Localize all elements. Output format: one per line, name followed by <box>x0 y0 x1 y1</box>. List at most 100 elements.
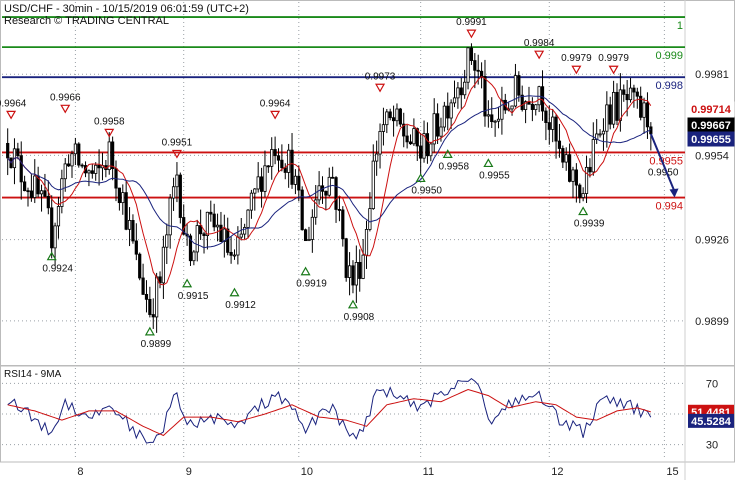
candle-body <box>165 234 169 248</box>
x-day-label: 12 <box>551 466 563 478</box>
candle-body <box>111 141 115 170</box>
candle-body <box>324 190 328 196</box>
candle-body <box>439 126 443 137</box>
candle-body <box>87 170 91 174</box>
candle-body <box>598 133 602 136</box>
candle-body <box>632 87 636 93</box>
chart-title: USD/CHF - 30min - 10/15/2019 06:01:59 (U… <box>4 3 249 15</box>
candle-body <box>283 167 287 173</box>
swing-low-marker <box>415 173 426 183</box>
forecast-arrow-line <box>649 133 676 192</box>
x-day-label: 10 <box>301 466 313 478</box>
candle-body <box>479 70 484 77</box>
swing-high-label: 0.9966 <box>50 92 81 103</box>
candle-body <box>124 192 128 230</box>
candle-body <box>16 148 20 157</box>
candle-body <box>513 75 518 107</box>
price-badge <box>687 131 735 147</box>
candle-body <box>43 190 47 197</box>
candle-body <box>466 47 470 83</box>
candle-body <box>131 220 135 242</box>
rsi-badge <box>688 413 734 428</box>
candle-body <box>29 190 33 198</box>
candle-body <box>46 195 50 209</box>
candle-body <box>192 251 196 262</box>
candle-body <box>80 164 84 167</box>
candle-body <box>161 246 166 284</box>
candle-body <box>229 251 233 256</box>
candle-body <box>314 199 318 218</box>
candle-body <box>232 254 237 257</box>
candle-body <box>493 120 497 123</box>
candle-body <box>209 211 213 215</box>
candle-body <box>19 155 23 183</box>
candle-body <box>39 190 44 195</box>
swing-low-marker <box>182 278 193 288</box>
candle-body <box>331 176 335 179</box>
candle-body <box>517 75 521 96</box>
swing-high-label: 0.9958 <box>94 116 125 127</box>
candle-body <box>456 87 460 99</box>
swing-high-label: 0.9951 <box>162 137 193 148</box>
candle-body <box>618 89 622 121</box>
candle-body <box>554 116 558 142</box>
candle-body <box>446 105 450 119</box>
swing-low-label: 0.9958 <box>438 161 469 172</box>
swing-low-marker <box>442 149 453 158</box>
swing-high-label: 0.9991 <box>456 17 487 28</box>
main-y-tick-label: 0.9954 <box>695 150 729 162</box>
swing-high-label: 0.9979 <box>598 53 629 64</box>
candle-body <box>259 176 264 192</box>
swing-high-label: 0.9964 <box>0 98 27 109</box>
candle-body <box>73 143 77 155</box>
candle-body <box>608 104 612 125</box>
candle-body <box>148 298 152 315</box>
candle-body <box>385 111 389 126</box>
swing-low-marker <box>483 158 494 168</box>
candle-body <box>63 163 67 180</box>
candle-body <box>67 163 71 167</box>
candle-body <box>405 135 409 143</box>
swing-high-marker <box>60 104 71 114</box>
candle-body <box>483 76 487 117</box>
candle-body <box>354 261 358 286</box>
candle-body <box>249 192 254 211</box>
candle-body <box>402 123 406 137</box>
candle-body <box>368 208 372 230</box>
candle-body <box>544 110 548 123</box>
candle-body <box>486 114 490 117</box>
candle-body <box>144 293 149 300</box>
candle-body <box>60 178 64 207</box>
candle-body <box>226 228 230 253</box>
candle-body <box>300 189 304 231</box>
candle-body <box>578 184 582 198</box>
candle-body <box>138 253 142 279</box>
candle-body <box>564 154 568 163</box>
candle-body <box>246 209 250 228</box>
swing-high-marker <box>571 65 582 75</box>
main-y-tick-label: 0.9899 <box>695 316 729 328</box>
candle-body <box>625 94 629 101</box>
swing-low-marker <box>229 287 240 297</box>
candle-body <box>53 225 57 249</box>
candle-body <box>615 91 619 121</box>
candle-body <box>510 105 514 110</box>
candle-body <box>601 130 606 135</box>
candle-body <box>253 188 257 194</box>
rsi-y-tick-label: 30 <box>706 440 718 452</box>
candle-body <box>337 209 342 211</box>
candle-body <box>256 176 260 190</box>
candle-body <box>371 160 375 210</box>
candle-body <box>334 177 338 210</box>
rsi-badge-text: 45.5284 <box>691 416 732 428</box>
chart-subtitle: Research © TRADING CENTRAL <box>4 15 169 27</box>
swing-high-marker <box>466 29 477 39</box>
swing-low-marker <box>144 326 155 336</box>
candle-body <box>381 124 386 132</box>
candle-body <box>171 186 176 199</box>
rsi-line <box>7 377 652 444</box>
candle-body <box>188 235 193 262</box>
candle-body <box>127 220 132 230</box>
candle-body <box>476 69 480 72</box>
